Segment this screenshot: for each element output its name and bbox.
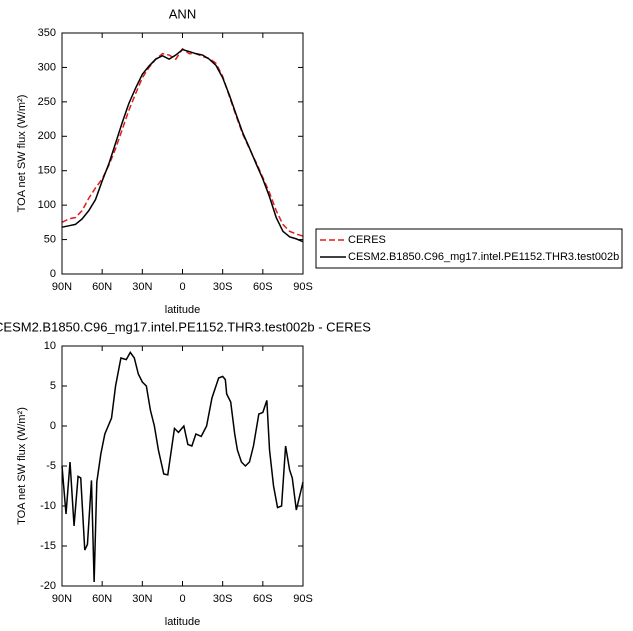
y-tick-label: 50 — [44, 233, 56, 245]
y-tick-label: 250 — [38, 96, 56, 108]
y-tick-label: 100 — [38, 199, 56, 211]
x-tick-label: 30S — [213, 593, 233, 605]
x-tick-label: 90S — [293, 593, 313, 605]
x-tick-label: 60N — [92, 281, 112, 293]
x-axis-label: latitude — [165, 304, 200, 316]
y-axis-label: TOA net SW flux (W/m²) — [16, 407, 28, 525]
chart-title: ANN — [169, 6, 196, 21]
plot-frame — [61, 32, 304, 275]
y-tick-label: -20 — [40, 580, 56, 592]
x-tick-label: 30N — [132, 593, 152, 605]
y-tick-label: 0 — [50, 420, 56, 432]
x-tick-label: 90N — [52, 281, 72, 293]
data-line — [61, 351, 304, 583]
data-line — [61, 47, 304, 237]
legend-label: CESM2.B1850.C96_mg17.intel.PE1152.THR3.t… — [348, 251, 619, 263]
x-tick-label: 60S — [253, 593, 273, 605]
x-tick-label: 30S — [213, 281, 233, 293]
y-tick-label: 0 — [50, 268, 56, 280]
data-line — [61, 48, 304, 243]
y-axis-label: TOA net SW flux (W/m²) — [16, 95, 28, 213]
x-tick-label: 60S — [253, 281, 273, 293]
x-tick-label: 60N — [92, 593, 112, 605]
x-tick-label: 90S — [293, 281, 313, 293]
chart-title: CESM2.B1850.C96_mg17.intel.PE1152.THR3.t… — [0, 319, 371, 334]
x-axis-label: latitude — [165, 616, 200, 628]
legend-box — [315, 228, 623, 269]
x-tick-label: 90N — [52, 593, 72, 605]
y-tick-label: 10 — [44, 340, 56, 352]
y-tick-label: -15 — [40, 540, 56, 552]
y-tick-label: 5 — [50, 380, 56, 392]
x-tick-label: 0 — [179, 281, 185, 293]
legend-label: CERES — [348, 234, 386, 246]
plot-frame — [61, 345, 304, 587]
x-tick-label: 30N — [132, 281, 152, 293]
y-tick-label: -10 — [40, 500, 56, 512]
y-tick-label: 150 — [38, 165, 56, 177]
y-tick-label: 350 — [38, 27, 56, 39]
y-tick-label: -5 — [46, 460, 56, 472]
y-tick-label: 200 — [38, 130, 56, 142]
x-tick-label: 0 — [179, 593, 185, 605]
y-tick-label: 300 — [38, 61, 56, 73]
